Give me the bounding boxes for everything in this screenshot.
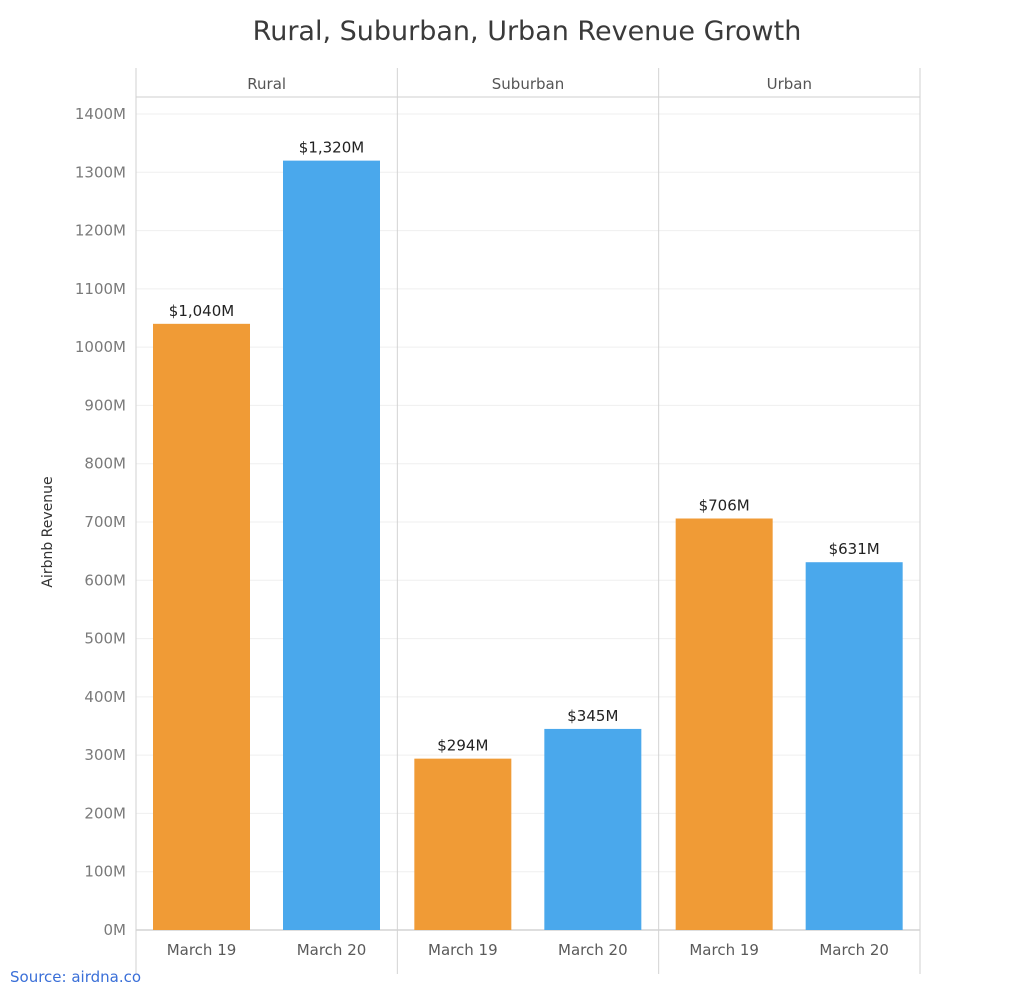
data-label: $631M [829,540,880,558]
y-tick-label: 1100M [75,280,126,298]
y-axis-label: Airbnb Revenue [40,476,56,587]
panel-label-suburban: Suburban [492,75,564,93]
y-tick-label: 100M [84,863,126,881]
x-tick-label: March 20 [819,941,889,959]
y-tick-label: 0M [104,921,127,939]
y-tick-label: 1200M [75,222,126,240]
data-label: $1,040M [169,302,234,320]
bar-urban-2 [805,562,903,930]
x-tick-label: March 19 [167,941,237,959]
y-tick-label: 900M [84,396,126,414]
x-tick-label: March 20 [297,941,367,959]
y-tick-label: 200M [84,804,126,822]
panel-label-rural: Rural [247,75,286,93]
data-label: $706M [699,497,750,515]
y-tick-label: 500M [84,630,126,648]
data-label: $294M [437,737,488,755]
y-tick-label: 400M [84,688,126,706]
bar-rural-1 [153,323,250,930]
bar-suburban-1 [414,758,512,930]
data-label: $345M [567,707,618,725]
bar-rural-2 [283,160,380,931]
y-tick-label: 800M [84,455,126,473]
x-tick-label: March 19 [689,941,759,959]
panel-label-urban: Urban [767,75,812,93]
bar-urban-1 [675,518,773,930]
y-tick-label: 300M [84,746,126,764]
y-tick-label: 600M [84,571,126,589]
y-tick-label: 1400M [75,105,126,123]
x-tick-label: March 19 [428,941,498,959]
y-tick-label: 1300M [75,163,126,181]
chart-title: Rural, Suburban, Urban Revenue Growth [252,16,802,47]
bar-suburban-2 [544,728,642,930]
y-tick-label: 1000M [75,338,126,356]
source-link[interactable]: Source: airdna.co [10,968,142,986]
y-tick-label: 700M [84,513,126,531]
data-label: $1,320M [299,139,364,157]
x-tick-label: March 20 [558,941,628,959]
